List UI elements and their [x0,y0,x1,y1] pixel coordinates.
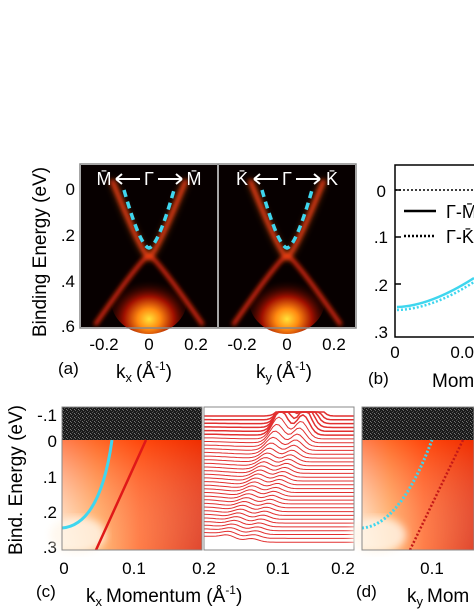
mdc-curve [204,452,354,463]
mdc-curve [204,423,354,444]
panel-c-label: (c) [36,582,56,601]
panel-a-ytick: .4 [61,272,75,291]
mdc-curve [203,530,354,539]
panel-c-xtick: 0.1 [122,559,146,578]
mdc-curve [204,516,354,524]
svg-text:K̄: K̄ [326,169,338,189]
panel-a-label: (a) [58,359,79,378]
panel-a-ytick: .6 [61,317,75,336]
mdc-curve [203,457,354,467]
svg-text:M̄: M̄ [97,169,112,189]
mdc-curve [204,508,354,516]
mdc-curve [203,519,354,528]
mdc-curve [204,436,354,451]
panel-a-xtick: -0.2 [89,335,118,354]
mdc-curve [203,485,354,493]
dispersion-dotted-curve [396,280,474,312]
panel-a: Binding Energy (eV) 0 .2 .4 .6 [30,163,357,385]
mdc-curve [204,477,354,486]
mdc-curve [204,442,354,455]
mdc-curve [204,473,354,482]
panel-c-ytick: 0 [48,432,57,451]
panel-b-label: (b) [368,369,389,388]
panel-b-xlabel: Mom [432,371,474,392]
panel-b-ytick: .2 [374,276,388,295]
fit-dashed-line [260,189,314,250]
mdc-curve [204,534,354,543]
panel-b: 0 .1 .2 .3 Γ-M̄ Γ-K̄ 0 0.0 (b) Mom [368,164,474,392]
panel-a-ytick: .2 [61,226,75,245]
panel-a-xlabel-left: kx (Å-1) [116,359,172,385]
direction-label-left: M̄ Γ M̄ [97,169,202,189]
panel-a-xtick: 0.2 [184,335,208,354]
panel-b-xtick: 0 [390,343,399,362]
fit-dotted-red [408,439,465,551]
panel-d-label: (d) [356,582,377,601]
mdc-curve [204,430,354,448]
arpes-image-ky [219,165,355,334]
panel-b-ytick: .1 [374,228,388,247]
mdc-curve [203,504,354,513]
panel-d-xlabel: ky Mom [407,586,469,609]
panel-c-xtick: 0 [59,559,68,578]
panel-c-ylabel: Bind. Energy (eV) [6,405,27,555]
panel-c-xtick: 0.2 [192,559,216,578]
mdc-curve [203,465,354,474]
arpes-image-d [350,407,474,553]
panel-c: Bind. Energy (eV) -.1 0 .1 .2 .3 0 0.1 0… [6,405,355,609]
mdc-curve [204,481,354,490]
panel-c-xtick: 0.2 [331,559,355,578]
mdc-curve [204,523,354,532]
fit-red-line [94,439,148,551]
panel-d-xtick: 0.1 [420,559,444,578]
mdc-curve [204,416,354,440]
fit-solid-line [61,439,114,530]
panel-d: 0.1 (d) ky Mom [350,406,474,609]
panel-c-xtick: 0.1 [266,559,290,578]
direction-label-right: K̄ Γ K̄ [236,169,338,189]
svg-text:K̄: K̄ [236,169,248,189]
svg-text:M̄: M̄ [187,169,202,189]
panel-b-ytick: 0 [377,182,386,201]
panel-c-ytick: .1 [43,468,57,487]
mdc-stack [203,406,355,551]
mdc-curve [204,489,354,497]
panel-a-xtick: 0 [282,335,291,354]
panel-c-xlabel: kx Momentum (Å-1) [86,583,242,609]
svg-text:Γ: Γ [144,169,154,189]
mdc-curve [203,512,354,520]
mdc-curve [204,497,354,505]
legend-label: Γ-K̄ [446,227,474,247]
dispersion-solid-curve [396,276,474,309]
fit-dotted-cyan [361,439,434,530]
panel-b-xtick: 0.0 [450,343,474,362]
svg-text:Γ: Γ [282,169,292,189]
arpes-image-kx [81,165,217,334]
panel-a-ylabel: Binding Energy (eV) [30,167,51,337]
mdc-curve [204,527,354,535]
panel-c-ytick: .2 [43,503,57,522]
mdc-curve [203,493,354,501]
mdc-curve [204,469,354,478]
mdc-curve [204,461,354,470]
panel-a-xtick: 0.2 [322,335,346,354]
mdc-curve [204,411,354,436]
fit-dashed-line [122,189,176,250]
arpes-image-c [50,407,202,553]
panel-a-ytick: 0 [66,180,75,199]
panel-a-xtick: 0 [144,335,153,354]
panel-a-xlabel-right: ky (Å-1) [256,359,312,385]
panel-c-ytick: -.1 [37,406,57,425]
mdc-curve [204,500,354,509]
panel-b-ytick: .3 [374,323,388,342]
panel-a-xtick: -0.2 [227,335,256,354]
mdc-curve [204,447,354,459]
legend-label: Γ-M̄ [446,202,474,222]
